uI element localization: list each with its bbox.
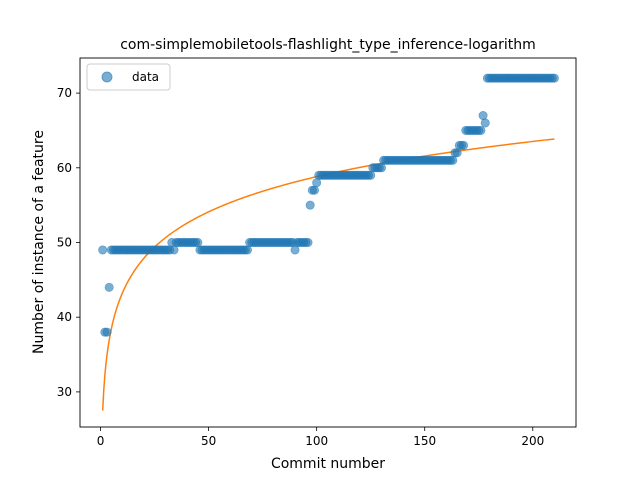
y-tick-label: 40 [57,310,72,324]
legend: data [86,63,171,91]
data-point [366,170,376,180]
data-point [459,140,469,150]
x-tick-label: 0 [97,434,105,448]
data-point [104,282,114,292]
y-axis: 30 40 50 60 70 [57,86,80,399]
y-tick-label: 70 [57,86,72,100]
data-point [98,245,108,255]
data-series [98,73,559,337]
data-point [242,245,252,255]
legend-marker [101,71,113,83]
data-point [303,238,313,248]
x-tick-label: 100 [305,434,328,448]
data-point [193,238,203,248]
data-point [290,245,300,255]
x-tick-label: 150 [413,434,436,448]
data-point [376,163,386,173]
data-point [305,200,315,210]
data-point [312,178,322,188]
data-point [549,73,559,83]
y-tick-label: 30 [57,385,72,399]
data-point [309,185,319,195]
y-axis-label: Number of instance of a feature [31,130,47,354]
data-point [476,125,486,135]
data-point [452,148,462,158]
data-point [478,111,488,121]
data-point [102,327,112,337]
x-axis-label: Commit number [271,456,385,472]
legend-label: data [132,70,159,84]
x-axis: 0 50 100 150 200 [97,427,544,448]
data-point [448,155,458,165]
x-tick-label: 50 [201,434,216,448]
data-point [169,245,179,255]
x-tick-label: 200 [521,434,544,448]
chart-title: com-simplemobiletools-flashlight_type_in… [120,37,536,53]
y-tick-label: 60 [57,161,72,175]
data-point [480,118,490,128]
legend-box [86,63,171,91]
y-tick-label: 50 [57,236,72,250]
